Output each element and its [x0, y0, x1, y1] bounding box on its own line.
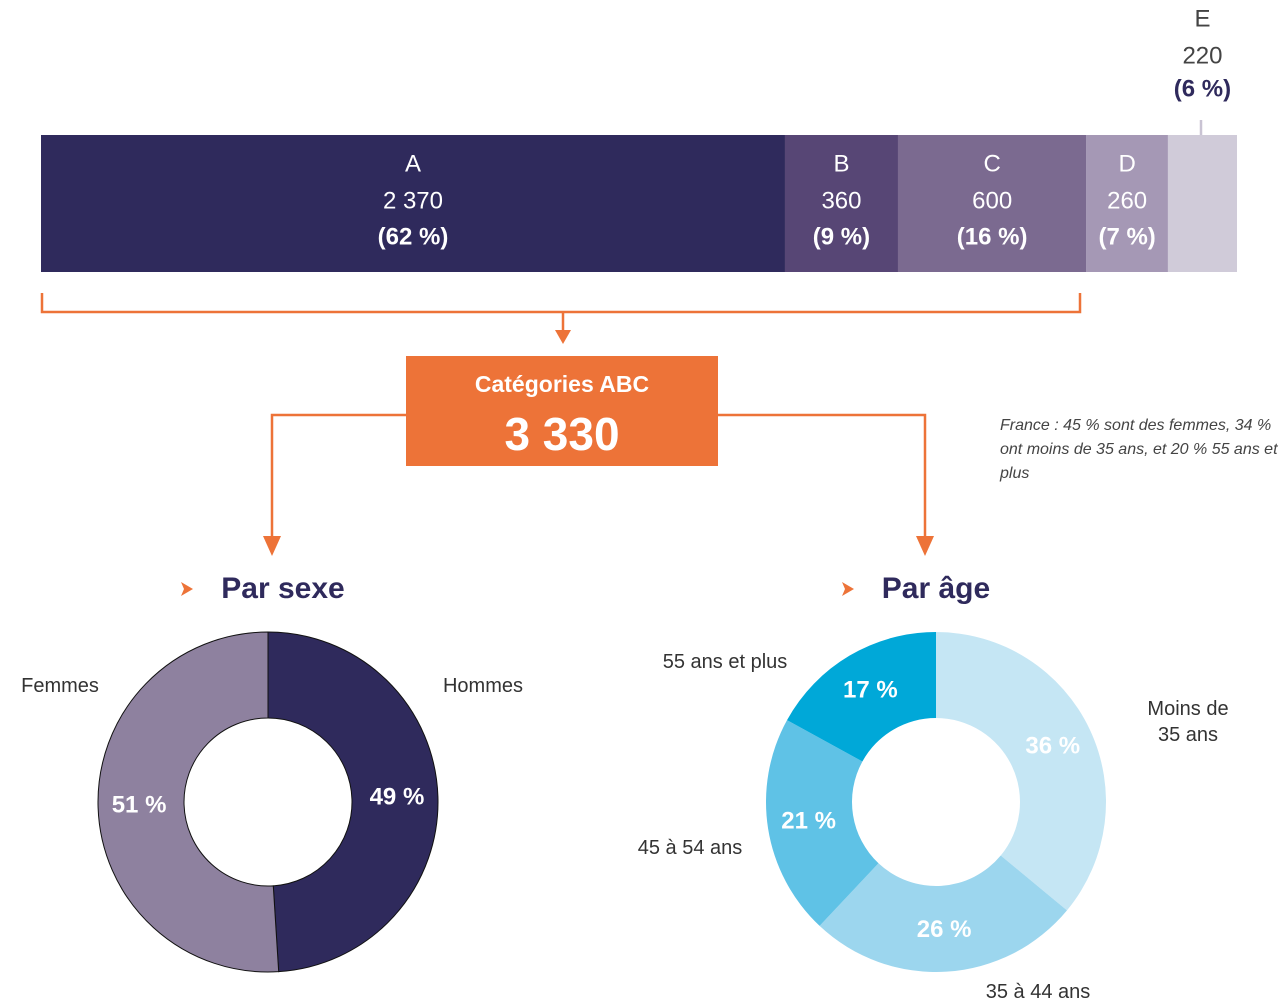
share-label: (16 %)	[957, 223, 1028, 250]
category-label: B	[833, 150, 849, 177]
arrow-line	[718, 413, 927, 540]
value-label: 360	[821, 187, 861, 214]
share-label: (6 %)	[1174, 75, 1231, 102]
donut-slice	[97, 631, 280, 973]
share-label: (9 %)	[813, 223, 870, 250]
connectors	[40, 120, 1203, 540]
share-label: (7 %)	[1098, 223, 1155, 250]
chevron	[181, 582, 193, 596]
bar-segment	[1086, 135, 1168, 272]
value-label: 26 %	[917, 916, 972, 943]
arrowhead	[263, 536, 281, 556]
value-label: 17 %	[843, 676, 898, 703]
bar-segment	[41, 135, 785, 272]
value-label: 600	[972, 187, 1012, 214]
value-label: 260	[1107, 187, 1147, 214]
category-label: E	[1194, 5, 1210, 32]
value-label: 36 %	[1025, 732, 1080, 759]
value-label: 51 %	[112, 791, 167, 818]
category-label: D	[1118, 150, 1135, 177]
category-label: A	[405, 150, 421, 177]
donut-slice	[765, 720, 879, 926]
category-label: 45 à 54 ans	[637, 837, 743, 859]
bracket	[40, 293, 1082, 314]
category-label: 55 ans et plus	[662, 651, 788, 673]
chevron	[842, 582, 854, 596]
arrow-line	[270, 413, 406, 540]
category-label: C	[983, 150, 1000, 177]
donut-slice	[267, 631, 439, 973]
category-label: Hommes	[442, 675, 524, 697]
chart-title: Par sexe	[221, 572, 344, 605]
summary-label: Catégories ABC	[475, 371, 649, 397]
category-label: Moins de 35 ans	[1147, 698, 1229, 746]
value-label: 220	[1182, 42, 1222, 69]
category-label: Femmes	[21, 675, 99, 697]
value-label: 21 %	[781, 808, 836, 835]
share-label: (62 %)	[378, 223, 449, 250]
note: France : 45 % sont des femmes, 34 % ont …	[1000, 417, 1278, 482]
chart-title: Par âge	[882, 572, 990, 605]
summary-box	[406, 356, 718, 466]
arrowheads	[181, 330, 934, 596]
summary-total: 3 330	[504, 408, 619, 460]
value-label: 2 370	[383, 187, 443, 214]
bar-segment	[897, 135, 1087, 272]
arrowhead	[555, 330, 571, 344]
value-label: 49 %	[370, 783, 425, 810]
bar-segment	[1167, 135, 1237, 272]
donut-slice	[787, 632, 936, 762]
donut-slice	[819, 855, 1067, 973]
bar-segment	[784, 135, 898, 272]
category-label: 35 à 44 ans	[985, 981, 1091, 1003]
arrowhead	[916, 536, 934, 556]
donut-slice	[936, 632, 1106, 911]
